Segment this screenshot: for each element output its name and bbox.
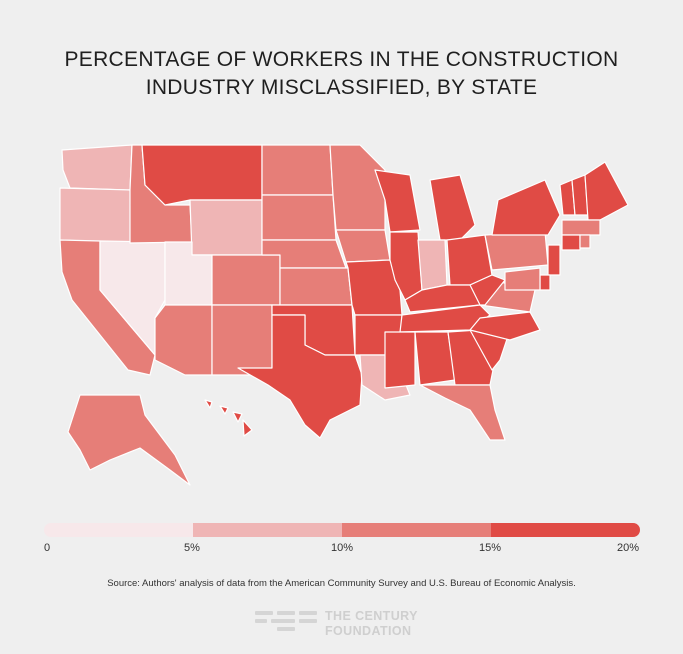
state-mn <box>329 144 386 231</box>
state-ia <box>335 229 391 263</box>
state-me <box>584 161 629 221</box>
logo-text-line-1: THE CENTURY <box>325 609 418 623</box>
state-wv <box>469 274 506 306</box>
state-in <box>417 239 448 291</box>
legend-tick-10: 10% <box>331 542 354 554</box>
state-wy <box>189 199 263 256</box>
state-fl <box>419 384 506 441</box>
state-co <box>211 254 281 306</box>
source-note: Source: Authors' analysis of data from t… <box>107 578 576 589</box>
state-wa <box>61 144 133 191</box>
us-states-map <box>59 144 629 486</box>
state-nm <box>211 304 273 376</box>
state-ak <box>67 394 191 486</box>
chart-title-line-2: INDUSTRY MISCLASSIFIED, BY STATE <box>145 76 538 99</box>
state-md <box>504 267 541 291</box>
legend-bin-1 <box>193 523 342 537</box>
legend-tick-5: 5% <box>184 542 200 554</box>
state-or <box>59 187 133 244</box>
state-nd <box>261 144 334 196</box>
state-mi <box>429 174 476 241</box>
state-hi <box>204 399 253 437</box>
state-ma <box>561 219 601 236</box>
chart-title-line-1: PERCENTAGE OF WORKERS IN THE CONSTRUCTIO… <box>64 48 619 71</box>
states-layer <box>59 144 629 486</box>
state-nj <box>547 244 561 276</box>
state-nc <box>469 311 541 341</box>
state-wi <box>374 169 421 233</box>
legend-color-bar <box>44 523 640 537</box>
chart-title: PERCENTAGE OF WORKERS IN THE CONSTRUCTIO… <box>0 46 683 102</box>
legend-tick-0: 0 <box>44 542 51 554</box>
state-ny <box>491 179 561 236</box>
state-ct <box>561 234 581 251</box>
legend-bin-3 <box>491 523 640 537</box>
logo-text-line-2: FOUNDATION <box>325 624 412 638</box>
legend-bin-0 <box>44 523 193 537</box>
logo-text: THE CENTURY FOUNDATION <box>325 609 418 639</box>
state-ks <box>279 267 353 306</box>
state-sd <box>261 194 337 241</box>
state-mt <box>141 144 263 206</box>
legend-tick-15: 15% <box>479 542 502 554</box>
state-pa <box>484 231 549 271</box>
legend-tick-20: 20% <box>617 542 640 554</box>
legend-bin-2 <box>342 523 491 537</box>
state-ms <box>384 331 416 389</box>
state-tx <box>237 314 363 439</box>
state-az <box>154 304 213 376</box>
logo-mark-icon <box>255 611 321 637</box>
state-ri <box>579 234 591 249</box>
century-foundation-logo: THE CENTURY FOUNDATION <box>255 607 435 643</box>
state-de <box>539 274 551 291</box>
